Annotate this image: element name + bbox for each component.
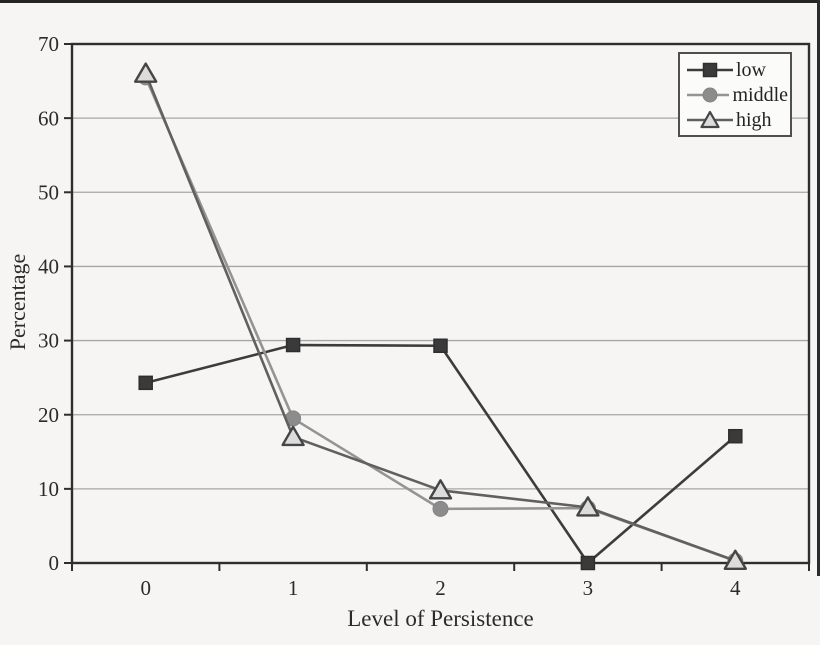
scan-edge-top [0, 0, 820, 3]
data-point-marker-high [723, 549, 747, 570]
y-axis-title: Percentage [5, 253, 30, 351]
data-point-marker-low [728, 428, 743, 444]
x-axis-title: Level of Persistence [347, 606, 534, 631]
data-point-marker-middle [432, 500, 449, 517]
data-point-marker-low [580, 555, 596, 571]
triangle-marker-icon [687, 110, 733, 128]
x-tick-label: 1 [288, 576, 299, 600]
y-tick-label: 0 [49, 551, 60, 575]
legend-item-middle: middle [687, 85, 788, 105]
circle-marker-icon [687, 87, 730, 102]
x-tick-label: 4 [730, 576, 741, 600]
legend-label-high: high [736, 108, 772, 131]
data-point-marker-high [576, 496, 600, 517]
y-tick-label: 40 [38, 255, 59, 279]
square-marker-icon [687, 62, 733, 77]
data-point-marker-low [138, 375, 153, 391]
x-tick-label: 0 [140, 576, 151, 600]
x-tick-label: 3 [583, 576, 594, 600]
data-point-marker-low [285, 337, 301, 353]
y-tick-label: 20 [38, 403, 59, 427]
legend: low middle high [678, 52, 792, 137]
data-point-marker-high [281, 425, 305, 447]
legend-item-high: high [687, 110, 788, 130]
y-tick-label: 70 [38, 32, 59, 56]
x-tick-label: 2 [435, 576, 446, 600]
legend-item-low: low [687, 60, 788, 80]
legend-label-low: low [736, 58, 766, 81]
plot-border [70, 42, 811, 565]
data-point-marker-high [428, 479, 453, 500]
scan-edge-right [817, 0, 820, 576]
y-tick-label: 30 [38, 329, 59, 353]
legend-label-middle: middle [732, 83, 788, 106]
data-point-marker-high [134, 62, 158, 83]
y-tick-label: 10 [38, 477, 59, 501]
y-tick-label: 50 [38, 180, 59, 204]
y-tick-label: 60 [38, 106, 59, 130]
data-point-marker-low [433, 338, 448, 354]
